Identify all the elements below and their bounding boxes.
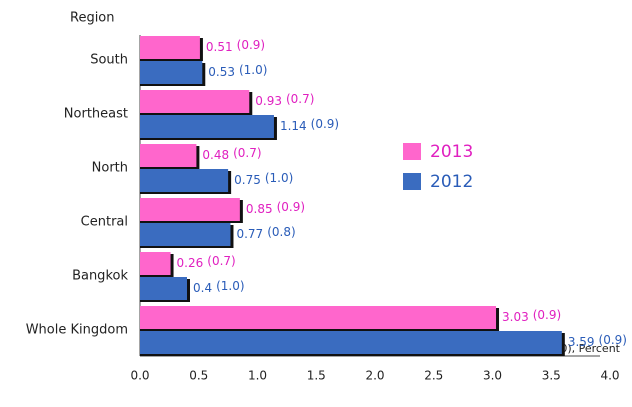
legend-label: 2013	[430, 142, 473, 162]
percent-label: (0.7)	[233, 146, 261, 160]
bar	[140, 169, 229, 192]
percent-label: (0.9)	[533, 308, 561, 322]
bar	[140, 36, 200, 59]
value-label: 0.26	[177, 256, 204, 270]
value-label: 0.4	[193, 281, 212, 295]
x-tick-label: 0.5	[189, 369, 208, 383]
x-tick-label: 3.5	[542, 369, 561, 383]
value-label: 0.93	[255, 94, 282, 108]
bar	[140, 306, 497, 329]
legend-swatch	[403, 143, 421, 160]
y-tick-label: Whole Kingdom	[26, 323, 128, 338]
legend-label: 2012	[430, 172, 473, 192]
value-label: 3.59	[568, 335, 595, 349]
legend-swatch	[403, 173, 421, 190]
x-tick-label: 1.5	[307, 369, 326, 383]
bar	[140, 90, 250, 113]
value-label: 0.75	[234, 173, 261, 187]
x-tick-label: 2.5	[424, 369, 443, 383]
percent-label: (1.0)	[265, 171, 293, 185]
bar	[140, 144, 197, 167]
bar	[140, 61, 203, 84]
percent-label: (0.9)	[277, 200, 305, 214]
bar	[140, 115, 274, 138]
x-tick-label: 4.0	[600, 369, 619, 383]
bar	[140, 277, 187, 300]
y-axis-label: Region	[70, 11, 115, 26]
y-tick-label: Central	[81, 215, 128, 230]
value-label: 0.51	[206, 40, 233, 54]
percent-label: (0.7)	[207, 254, 235, 268]
bar	[140, 331, 562, 354]
percent-label: (0.9)	[599, 333, 627, 347]
y-tick-label: North	[92, 161, 128, 176]
value-label: 0.77	[236, 227, 263, 241]
x-tick-label: 0.0	[130, 369, 149, 383]
percent-label: (1.0)	[239, 63, 267, 77]
percent-label: (0.9)	[311, 117, 339, 131]
y-tick-label: Bangkok	[72, 269, 128, 284]
percent-label: (0.8)	[267, 225, 295, 239]
bar	[140, 252, 171, 275]
bar	[140, 223, 231, 246]
percent-label: (0.9)	[237, 38, 265, 52]
value-label: 0.85	[246, 202, 273, 216]
bar	[140, 198, 240, 221]
value-label: 1.14	[280, 119, 307, 133]
percent-label: (1.0)	[216, 279, 244, 293]
value-label: 0.48	[202, 148, 229, 162]
x-tick-label: 2.0	[365, 369, 384, 383]
value-label: 0.53	[208, 65, 235, 79]
x-tick-label: 1.0	[248, 369, 267, 383]
y-tick-label: South	[90, 53, 128, 68]
x-tick-label: 3.0	[483, 369, 502, 383]
value-label: 3.03	[502, 310, 529, 324]
y-tick-label: Northeast	[64, 107, 128, 122]
percent-label: (0.7)	[286, 92, 314, 106]
